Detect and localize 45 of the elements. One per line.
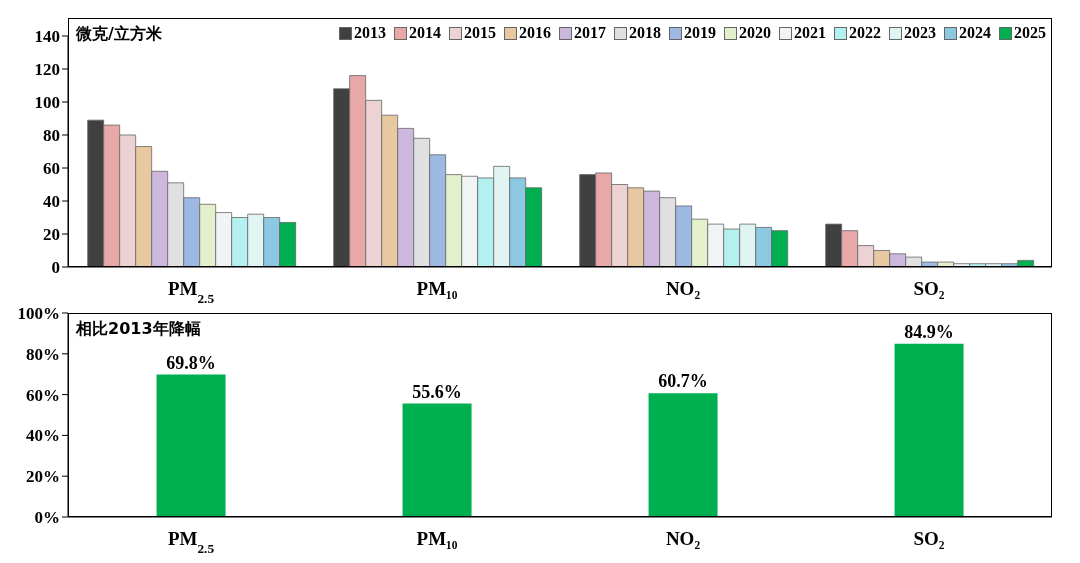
- x-tick-label: SO₂: [913, 278, 945, 299]
- legend-label: 2013: [354, 24, 386, 42]
- y-tick-label: 100%: [17, 304, 60, 324]
- data-label: 55.6%: [412, 381, 462, 402]
- data-label: 84.9%: [904, 321, 954, 342]
- bar: [402, 403, 472, 517]
- legend-label: 2021: [794, 24, 826, 42]
- legend-label: 2025: [1014, 24, 1046, 42]
- y-tick-label: 0: [51, 258, 60, 278]
- legend-label: 2019: [684, 24, 716, 42]
- legend-label: 2015: [464, 24, 496, 42]
- y-tick-label: 60: [43, 159, 60, 179]
- x-tick-label: NO₂: [665, 278, 701, 299]
- legend-label: 2023: [904, 24, 936, 42]
- data-label: 69.8%: [166, 352, 216, 373]
- bar: [648, 393, 718, 517]
- x-tick-label: SO₂: [913, 528, 945, 549]
- y-tick-label: 120: [34, 60, 60, 80]
- y-tick-label: 140: [34, 27, 60, 47]
- bar: [894, 343, 964, 517]
- legend-label: 2018: [629, 24, 661, 42]
- y-tick-label: 60%: [26, 385, 60, 405]
- x-tick-label: PM$_{2.5}$: [167, 278, 215, 306]
- annotation: 微克/立方米: [76, 24, 162, 45]
- y-tick-label: 40%: [26, 426, 60, 446]
- y-tick-label: 80: [43, 126, 60, 146]
- x-tick-label: NO₂: [665, 528, 701, 549]
- y-tick-label: 80%: [26, 344, 60, 364]
- y-tick-label: 40: [43, 192, 60, 212]
- bar: [156, 374, 226, 517]
- legend-label: 2016: [519, 24, 551, 42]
- x-tick-label: PM$_{2.5}$: [167, 528, 215, 556]
- legend-label: 2024: [959, 24, 991, 42]
- legend-label: 2020: [739, 24, 771, 42]
- legend-label: 2017: [574, 24, 606, 42]
- data-label: 60.7%: [658, 371, 708, 392]
- x-tick-label: PM₁₀: [416, 528, 458, 549]
- y-tick-label: 20%: [26, 467, 60, 487]
- x-tick-label: PM₁₀: [416, 278, 458, 299]
- annotation: 相比2013年降幅: [76, 319, 201, 340]
- legend-label: 2014: [409, 24, 441, 42]
- legend-label: 2022: [849, 24, 881, 42]
- y-tick-label: 20: [43, 225, 60, 245]
- y-tick-label: 100: [34, 93, 60, 113]
- y-tick-label: 0%: [34, 508, 60, 528]
